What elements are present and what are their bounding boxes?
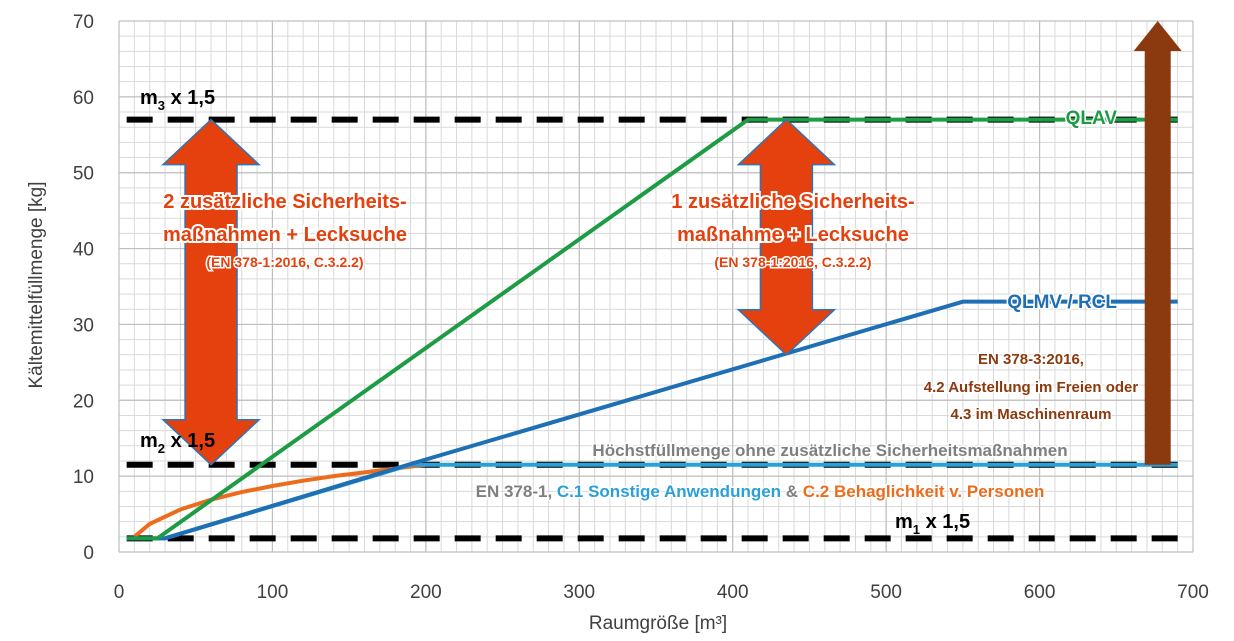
y-tick-label: 0	[83, 543, 94, 564]
m2-label: m2 x 1,5	[140, 430, 215, 456]
right-annotation-line2: 4.2 Aufstellung im Freien oder	[924, 379, 1139, 396]
m3-label: m3 x 1,5	[140, 87, 215, 113]
x-tick-label: 0	[114, 582, 125, 603]
x-tick-label: 300	[563, 582, 595, 603]
qlmv-label: QLMV / RCL	[1007, 292, 1117, 313]
mid-annotation-line1: 1 zusätzliche Sicherheits-	[671, 191, 914, 213]
x-axis-title: Raumgröße [m³]	[589, 613, 727, 634]
x-tick-label: 200	[410, 582, 442, 603]
y-tick-label: 10	[73, 467, 94, 488]
y-tick-label: 30	[73, 315, 94, 336]
series-line-0	[126, 117, 1178, 541]
max-fill-label: Höchstfüllmenge ohne zusätzliche Sicherh…	[592, 441, 1067, 460]
x-tick-label: 100	[257, 582, 289, 603]
x-tick-label: 700	[1177, 582, 1209, 603]
x-tick-label: 600	[1024, 582, 1056, 603]
x-tick-labels: 0 100 200 300 400 500 600 700	[114, 582, 1209, 603]
y-tick-label: 60	[73, 88, 94, 109]
y-tick-label: 70	[73, 12, 94, 33]
left-annotation-line3: (EN 378-1:2016, C.3.2.2)	[206, 254, 363, 270]
right-annotation-line3: 4.3 im Maschinenraum	[951, 406, 1112, 423]
x-tick-label: 400	[717, 582, 749, 603]
qlav-label: QLAV	[1066, 108, 1118, 129]
series-lines	[126, 117, 1178, 541]
mid-annotation-line3: (EN 378-1:2016, C.3.2.2)	[714, 254, 871, 270]
double-arrow-mid	[736, 118, 837, 356]
mid-annotation-line2: maßnahme + Lecksuche	[677, 224, 909, 246]
minor-grid	[118, 20, 1194, 553]
y-tick-labels: 0 10 20 30 40 50 60 70	[73, 12, 94, 564]
m1-label: m1 x 1,5	[895, 511, 970, 537]
left-annotation-line2: maßnahmen + Lecksuche	[163, 224, 407, 246]
x-tick-label: 500	[870, 582, 902, 603]
right-annotation-line1: EN 378-3:2016,	[978, 351, 1084, 368]
y-axis-title: Kältemittelfüllmenge [kg]	[26, 182, 47, 389]
standard-reference-label: EN 378-1, C.1 Sonstige Anwendungen & C.2…	[476, 482, 1045, 501]
y-tick-label: 40	[73, 240, 94, 261]
annotation-arrows	[161, 21, 1182, 466]
series-line-3	[133, 462, 427, 539]
left-annotation-line1: 2 zusätzliche Sicherheits-	[163, 191, 406, 213]
double-arrow-left	[161, 118, 261, 466]
up-arrow-right	[1133, 21, 1182, 465]
limit-dashed-lines	[126, 116, 1178, 542]
y-tick-label: 20	[73, 391, 94, 412]
y-tick-label: 50	[73, 164, 94, 185]
